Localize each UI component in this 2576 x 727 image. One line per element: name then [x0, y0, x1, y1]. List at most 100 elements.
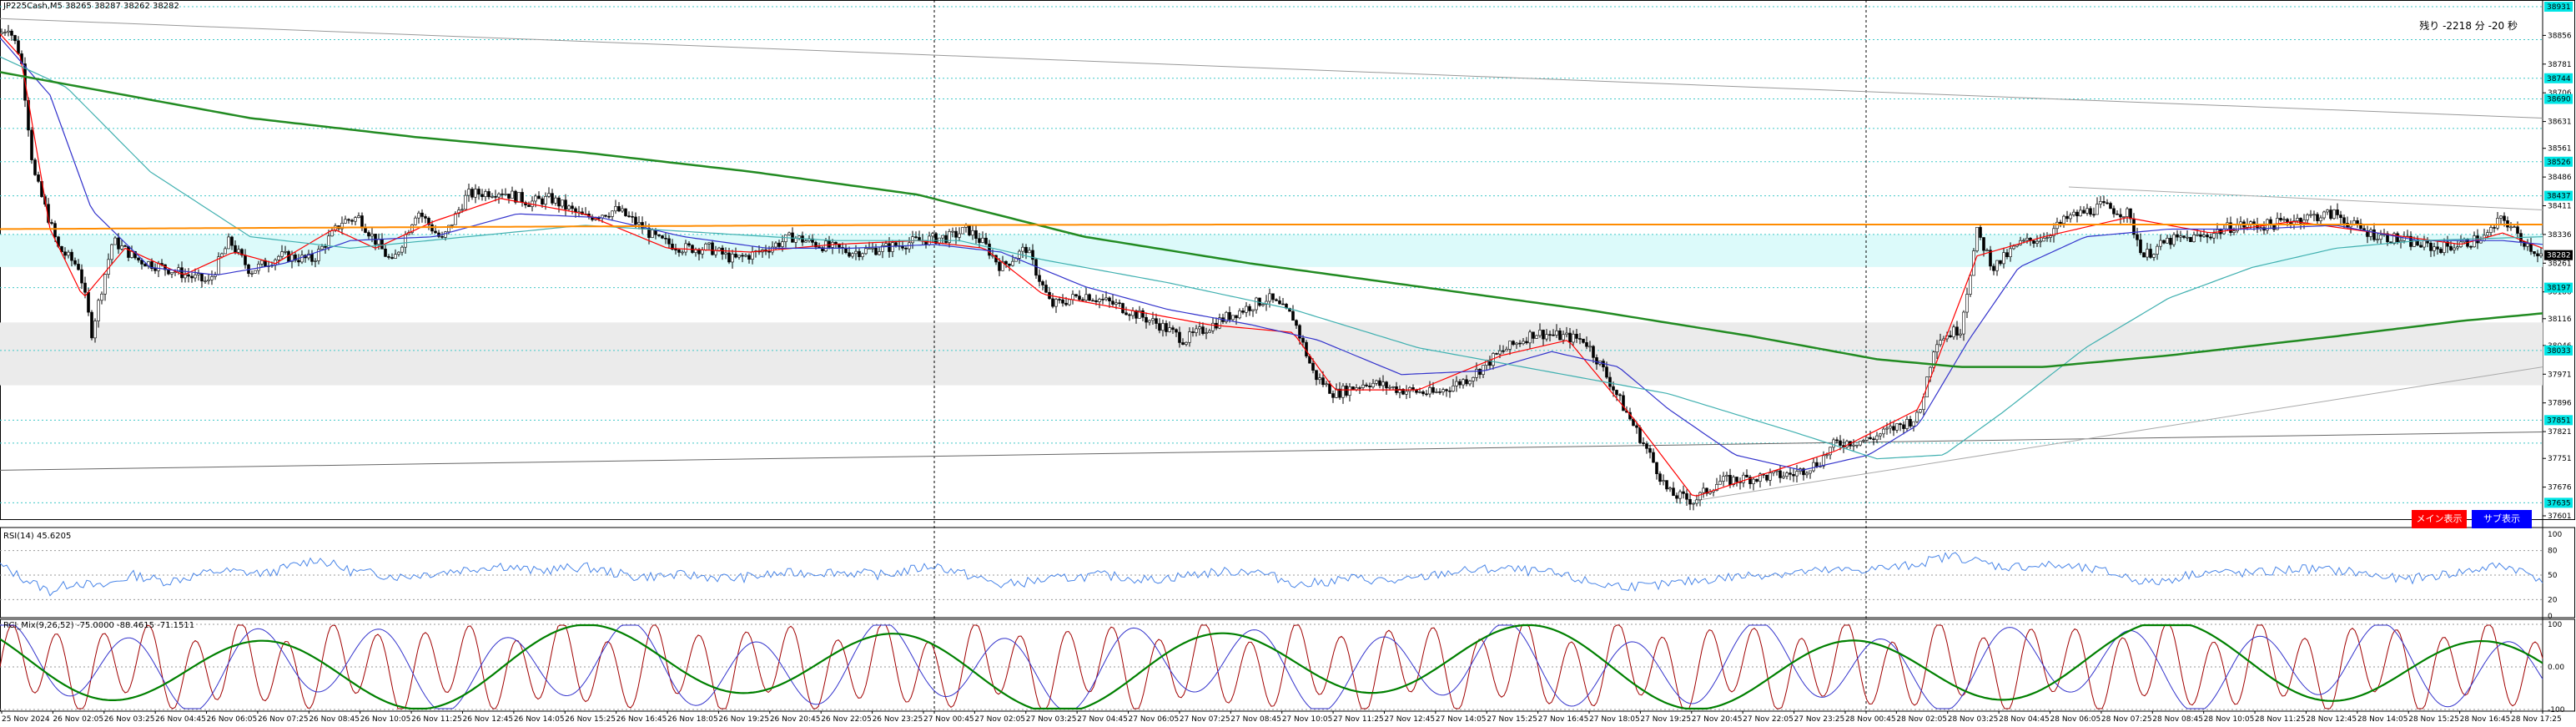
main-display-button[interactable]: メイン表示: [2412, 510, 2467, 528]
candle: [1181, 342, 1185, 345]
candle: [1618, 394, 1622, 396]
time-tick-label: 26 Nov 04:45: [155, 715, 206, 724]
candle: [234, 245, 237, 253]
moving-average-line: [0, 33, 2543, 497]
candle: [828, 240, 831, 248]
candle: [2052, 228, 2055, 236]
candle: [1335, 388, 1338, 398]
candle: [2423, 240, 2426, 248]
candle: [1228, 311, 1231, 321]
candle: [190, 275, 194, 279]
candle: [941, 235, 944, 239]
candle: [427, 218, 430, 225]
candle: [1705, 487, 1708, 494]
candle: [2336, 210, 2339, 215]
candle: [1031, 250, 1034, 260]
candle: [734, 254, 737, 258]
candle: [1825, 454, 1829, 457]
candle: [414, 217, 417, 225]
candle: [878, 251, 881, 255]
candle: [737, 255, 741, 258]
candle: [677, 250, 681, 253]
candle: [2299, 218, 2302, 224]
candle: [87, 291, 90, 313]
candle: [60, 246, 63, 253]
candle: [384, 248, 387, 257]
candle: [934, 233, 938, 244]
candle: [73, 260, 77, 265]
candle: [1558, 330, 1562, 341]
candle: [1078, 295, 1081, 300]
candle: [1381, 381, 1385, 386]
candle: [781, 241, 784, 247]
candle: [944, 235, 948, 243]
sub-display-button[interactable]: サブ表示: [2472, 510, 2532, 528]
candle: [884, 243, 888, 246]
candle: [1445, 389, 1448, 391]
time-tick-label: 26 Nov 20:45: [770, 715, 821, 724]
candle: [133, 250, 137, 259]
candle: [100, 293, 103, 301]
candle: [367, 232, 370, 237]
candle: [360, 215, 364, 229]
candle: [1725, 475, 1728, 477]
candle: [911, 236, 914, 244]
candle: [354, 217, 357, 222]
candle: [1979, 227, 1982, 238]
candle: [1909, 419, 1912, 427]
price-badge-label: 38931: [2547, 3, 2571, 12]
candle: [968, 225, 971, 236]
candle: [988, 243, 991, 256]
candle: [2156, 245, 2159, 255]
candle: [818, 246, 821, 249]
candle: [2419, 245, 2423, 248]
candle: [1121, 303, 1124, 314]
candle: [1879, 433, 1882, 437]
candle: [1522, 341, 1525, 345]
candle: [1982, 237, 1985, 251]
candle: [1555, 330, 1558, 336]
time-tick-label: 27 Nov 10:05: [1282, 715, 1333, 724]
candle: [1875, 435, 1879, 441]
candle: [434, 230, 437, 234]
time-tick-label: 26 Nov 06:05: [207, 715, 258, 724]
candle: [37, 174, 40, 182]
candle: [153, 268, 157, 271]
candle: [1452, 385, 1455, 391]
candle: [1892, 426, 1895, 431]
time-tick-label: 28 Nov 02:05: [1896, 715, 1947, 724]
candle: [1805, 472, 1809, 476]
candle: [491, 196, 494, 198]
rci-tick-label: 100: [2548, 621, 2562, 629]
candle: [1101, 299, 1104, 300]
time-tick-label: 26 Nov 18:05: [667, 715, 718, 724]
candle: [2189, 236, 2192, 242]
candle: [1341, 386, 1345, 398]
candle: [1795, 471, 1799, 477]
candle: [1512, 341, 1515, 346]
candle: [894, 242, 898, 247]
candle: [1915, 411, 1919, 422]
candle: [1278, 300, 1281, 305]
candle: [517, 192, 521, 203]
candle: [2229, 222, 2232, 233]
candle: [2085, 208, 2089, 214]
candle: [2536, 253, 2539, 256]
candle: [931, 233, 934, 237]
candle: [440, 236, 444, 238]
candle: [220, 253, 224, 258]
time-tick-label: 26 Nov 22:05: [821, 715, 872, 724]
candle: [1385, 381, 1388, 389]
candle: [1562, 334, 1565, 341]
time-tick-label: 26 Nov 08:45: [309, 715, 360, 724]
candle: [2509, 226, 2513, 229]
candle: [2149, 249, 2152, 258]
candle: [2359, 223, 2362, 230]
candle: [2106, 202, 2109, 204]
candle: [1124, 312, 1128, 316]
candle: [1208, 331, 1211, 333]
candle: [2232, 230, 2236, 233]
candle: [344, 219, 347, 224]
